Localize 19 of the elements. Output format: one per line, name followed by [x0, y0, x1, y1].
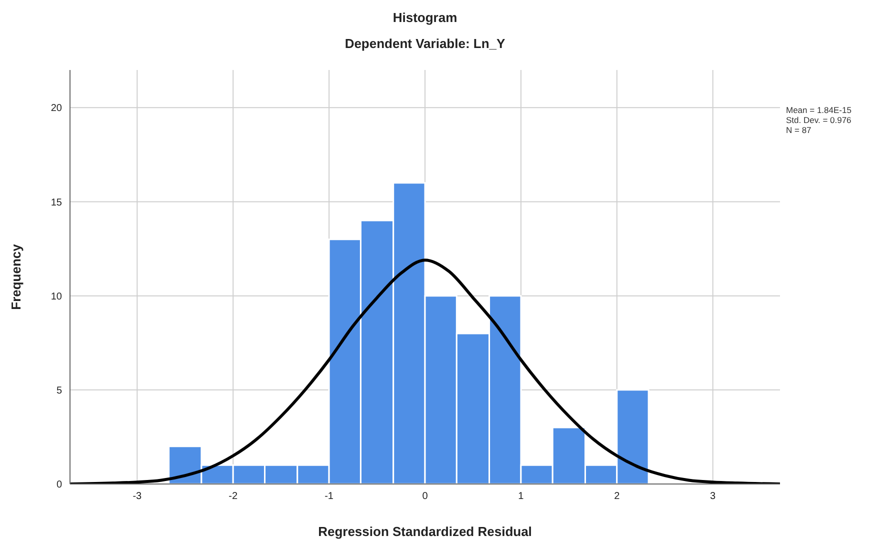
text: Std. Dev. = 0.976: [786, 115, 852, 125]
text: N = 87: [786, 125, 812, 135]
y-tick-label: 20: [50, 103, 62, 114]
x-tick-label: -1: [324, 491, 334, 502]
y-tick-label: 10: [50, 291, 62, 302]
x-tick-label: 3: [710, 491, 716, 502]
x-tick-label: 0: [422, 491, 428, 502]
x-tick-label: 1: [518, 491, 524, 502]
x-tick-label: -2: [228, 491, 238, 502]
x-axis-title: Regression Standardized Residual: [318, 524, 532, 539]
x-tick-label: 2: [614, 491, 620, 502]
y-tick-label: 5: [56, 385, 62, 396]
chart-title: Histogram: [392, 10, 458, 25]
y-axis-title: Frequency: [8, 243, 24, 310]
y-tick-label: 15: [50, 197, 62, 208]
chart-subtitle: Dependent Variable: Ln_Y: [344, 36, 506, 51]
text: Mean = 1.84E-15: [786, 105, 852, 115]
x-tick-label: -3: [132, 491, 142, 502]
y-tick-label: 0: [56, 480, 62, 491]
